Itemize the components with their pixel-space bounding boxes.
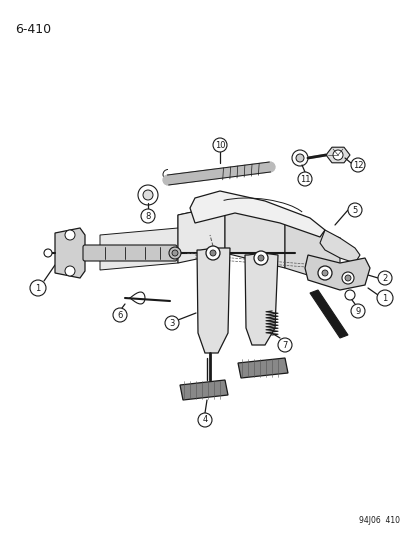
Text: 8: 8 [145,212,150,221]
Circle shape [254,251,267,265]
Polygon shape [178,205,339,250]
Ellipse shape [291,150,307,166]
Polygon shape [197,248,230,353]
Circle shape [350,158,364,172]
Text: 94J06  410: 94J06 410 [358,516,399,525]
Polygon shape [224,205,284,268]
Circle shape [350,304,364,318]
Circle shape [344,275,350,281]
Circle shape [209,250,216,256]
Circle shape [344,290,354,300]
Circle shape [257,255,263,261]
Circle shape [206,246,219,260]
Polygon shape [319,230,359,263]
Text: 1: 1 [35,284,40,293]
Circle shape [212,138,226,152]
Ellipse shape [142,190,153,200]
Text: 6-410: 6-410 [15,23,51,36]
Polygon shape [55,228,85,278]
Polygon shape [178,205,224,263]
Polygon shape [237,358,287,378]
Circle shape [113,308,127,322]
Polygon shape [309,290,347,338]
Circle shape [65,230,75,240]
Circle shape [297,172,311,186]
Text: 2: 2 [382,273,387,282]
Circle shape [332,150,342,160]
Ellipse shape [295,154,303,162]
Text: 6: 6 [117,311,122,319]
Polygon shape [100,228,178,270]
Circle shape [347,203,361,217]
Circle shape [197,413,211,427]
Text: 5: 5 [351,206,357,214]
Text: 11: 11 [299,174,309,183]
FancyBboxPatch shape [83,245,177,261]
Text: 12: 12 [352,160,362,169]
Polygon shape [284,220,339,285]
Circle shape [277,338,291,352]
Circle shape [321,270,327,276]
Text: 4: 4 [202,416,207,424]
Circle shape [141,209,154,223]
Polygon shape [244,253,277,345]
Circle shape [341,272,353,284]
Ellipse shape [171,250,178,256]
Text: 9: 9 [354,306,360,316]
Polygon shape [304,255,369,290]
Polygon shape [325,147,349,163]
Polygon shape [180,380,228,400]
Circle shape [65,266,75,276]
Circle shape [317,266,331,280]
Text: 1: 1 [382,294,387,303]
Text: 10: 10 [214,141,225,149]
Circle shape [377,271,391,285]
Ellipse shape [138,185,158,205]
Circle shape [376,290,392,306]
Circle shape [44,249,52,257]
Ellipse shape [169,247,180,259]
Polygon shape [190,191,324,237]
Text: 7: 7 [282,341,287,350]
Circle shape [30,280,46,296]
Text: 3: 3 [169,319,174,327]
Circle shape [165,316,178,330]
